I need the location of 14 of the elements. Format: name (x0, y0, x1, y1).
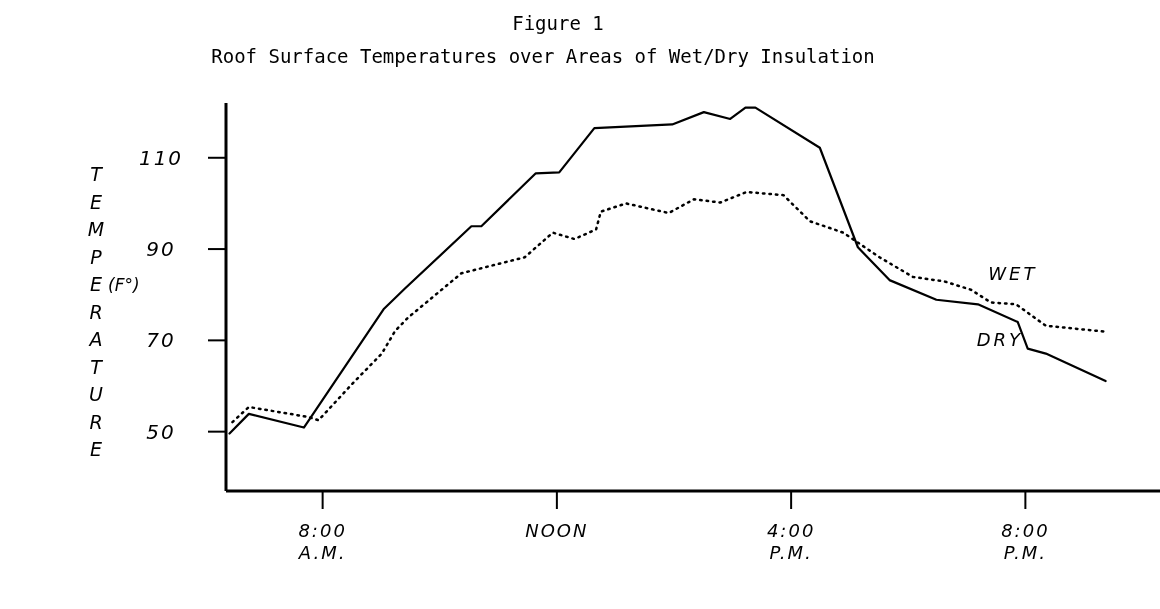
text: (F°) (108, 274, 140, 295)
x-tick-label: NOON (525, 520, 589, 541)
y-axis-title: TEMPERATURE (85, 163, 107, 466)
y-tick-label: 110 (138, 145, 184, 170)
x-tick-label: 4:00 P.M. (766, 520, 816, 563)
x-tick-label: 8:00 P.M. (1001, 520, 1050, 563)
y-tick-label: 50 (146, 419, 176, 444)
y-tick-label: 70 (146, 328, 176, 353)
x-tick-label: 8:00 A.M. (297, 520, 347, 563)
series-label: WET (988, 263, 1038, 285)
chart-subtitle: Roof Surface Temperatures over Areas of Wet/Dry Insulation (211, 45, 875, 67)
series-label: DRY (976, 329, 1024, 351)
y-tick-label: 90 (146, 237, 176, 262)
chart-title: Figure 1 (512, 12, 604, 34)
